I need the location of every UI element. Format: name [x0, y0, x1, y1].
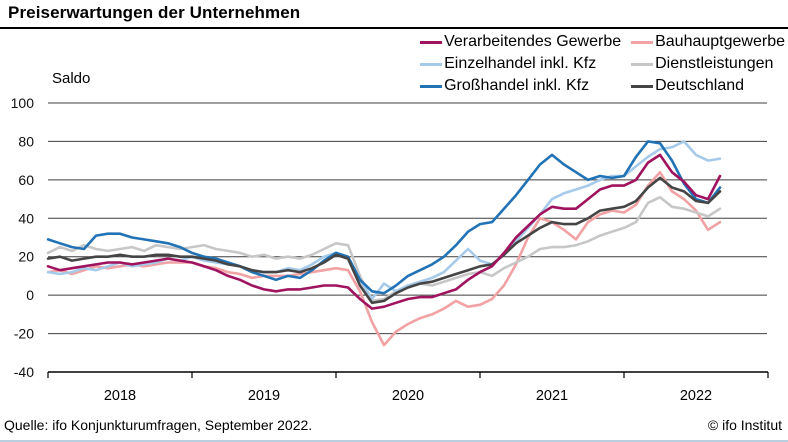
- x-tick-label-2022: 2022: [680, 388, 712, 404]
- page-title: Preiserwartungen der Unternehmen: [8, 3, 301, 22]
- legend-swatch-einzelhandel-inkl-kfz: [420, 62, 443, 66]
- series-line-einzelhandel-inkl-kfz: [46, 140, 722, 301]
- y-tick-label-40: 40: [18, 210, 34, 226]
- legend: Verarbeitendes Gewerbe Einzelhandel inkl.…: [420, 31, 785, 97]
- source-note: Quelle: ifo Konjunkturumfragen, Septembe…: [4, 417, 313, 433]
- x-tick-label-2020: 2020: [392, 388, 424, 404]
- legend-label-dienstleistungen: Dienstleistungen: [655, 55, 774, 72]
- legend-label-verarbeitendes-gewerbe: Verarbeitendes Gewerbe: [444, 33, 622, 50]
- legend-swatch-grosshandel-inkl-kfz: [420, 84, 443, 88]
- y-tick-label-80: 80: [18, 133, 34, 149]
- copyright-note: © ifo Institut: [707, 417, 782, 433]
- x-tick-label-2019: 2019: [248, 388, 280, 404]
- series-line-verarbeitendes-gewerbe: [46, 153, 722, 310]
- x-tick-label-2018: 2018: [104, 388, 136, 404]
- legend-swatch-verarbeitendes-gewerbe: [420, 40, 443, 44]
- legend-item-verarbeitendes-gewerbe: Verarbeitendes Gewerbe: [420, 33, 621, 51]
- bottom-divider: [0, 440, 788, 442]
- legend-swatch-dienstleistungen: [631, 62, 654, 66]
- legend-label-deutschland: Deutschland: [655, 77, 745, 94]
- legend-item-einzelhandel-inkl-kfz: Einzelhandel inkl. Kfz: [420, 55, 621, 73]
- y-tick-label-60: 60: [18, 172, 34, 188]
- legend-item-grosshandel-inkl-kfz: Großhandel inkl. Kfz: [420, 77, 621, 95]
- legend-label-einzelhandel-inkl-kfz: Einzelhandel inkl. Kfz: [444, 55, 597, 72]
- x-tick-label-2021: 2021: [536, 388, 568, 404]
- y-tick-label--40: -40: [14, 364, 34, 380]
- title-divider: [0, 27, 788, 29]
- legend-swatch-deutschland: [631, 84, 654, 88]
- y-tick-label-100: 100: [11, 95, 35, 111]
- y-axis-title: Saldo: [52, 70, 91, 87]
- series-line-dienstleistungen: [46, 195, 722, 303]
- y-tick-label-20: 20: [18, 249, 34, 265]
- y-tick-label-0: 0: [26, 287, 34, 303]
- legend-swatch-bauhauptgewerbe: [631, 40, 654, 44]
- series-line-grosshandel-inkl-kfz: [46, 140, 722, 295]
- legend-label-bauhauptgewerbe: Bauhauptgewerbe: [655, 33, 785, 50]
- y-tick-label--20: -20: [14, 326, 34, 342]
- legend-label-grosshandel-inkl-kfz: Großhandel inkl. Kfz: [444, 77, 590, 94]
- series-line-deutschland: [46, 176, 722, 305]
- legend-item-dienstleistungen: Dienstleistungen: [631, 55, 785, 73]
- legend-item-bauhauptgewerbe: Bauhauptgewerbe: [631, 33, 785, 51]
- legend-item-deutschland: Deutschland: [631, 77, 785, 95]
- series-line-bauhauptgewerbe: [46, 170, 722, 347]
